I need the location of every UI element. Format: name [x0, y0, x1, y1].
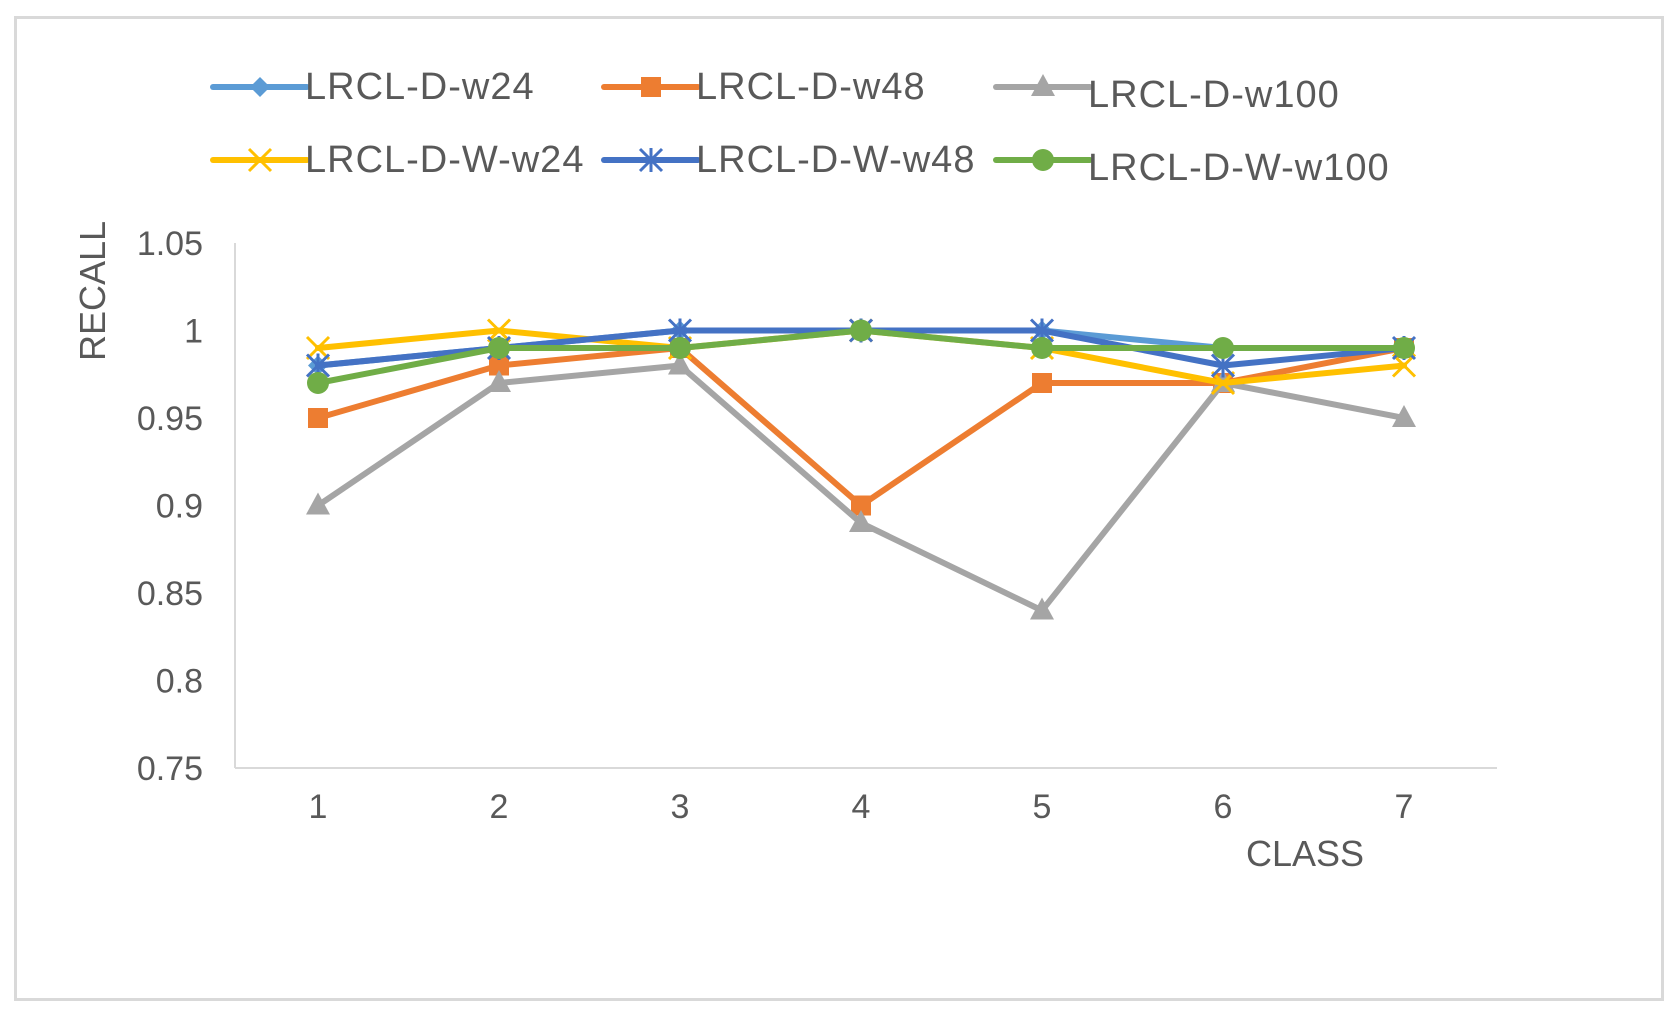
y-tick-label: 1	[184, 313, 203, 351]
data-point	[850, 319, 872, 342]
data-point	[669, 337, 691, 359]
data-point	[307, 372, 329, 394]
legend-item: LRCL-D-w24	[210, 66, 535, 108]
x-tick-label: 6	[1214, 788, 1233, 826]
data-point	[1032, 373, 1052, 393]
data-point	[1393, 337, 1415, 359]
legend-label: LRCL-D-W-w48	[696, 139, 975, 181]
series-LRCL-D-W-w100	[307, 319, 1415, 394]
x-tick-label: 1	[309, 788, 328, 826]
legend-item: LRCL-D-w48	[601, 66, 926, 108]
legend-item: LRCL-D-W-w48	[601, 139, 975, 181]
legend-item: LRCL-D-W-w24	[210, 139, 584, 181]
legend: LRCL-D-w24 LRCL-D-w48 LRCL-D-w100 LRCL-D-W-…	[210, 66, 1390, 189]
legend-swatch-marker	[1032, 149, 1054, 171]
data-point	[1030, 597, 1054, 620]
chart-frame: LRCL-D-w24 LRCL-D-w48 LRCL-D-w100 LRCL-D-W-…	[14, 16, 1664, 1001]
data-point	[851, 495, 871, 516]
y-tick-label: 0.8	[156, 663, 203, 701]
data-point	[489, 355, 509, 376]
data-point	[308, 408, 328, 428]
y-tick-label: 0.85	[137, 575, 203, 613]
legend-label: LRCL-D-W-w100	[1088, 147, 1390, 189]
legend-swatch-marker	[250, 77, 270, 97]
data-point	[1391, 353, 1417, 378]
y-axis-title: RECALL	[72, 221, 113, 361]
x-axis-title: CLASS	[1246, 833, 1364, 874]
data-point	[488, 337, 510, 359]
y-tick-label: 1.05	[137, 225, 203, 263]
data-point	[1212, 337, 1234, 359]
legend-item: LRCL-D-w100	[993, 74, 1340, 116]
legend-label: LRCL-D-w24	[305, 66, 535, 108]
legend-label: LRCL-D-W-w24	[305, 139, 584, 181]
legend-label: LRCL-D-w100	[1088, 74, 1340, 116]
legend-swatch-marker	[247, 147, 273, 173]
data-point	[1392, 405, 1416, 427]
x-tick-label: 4	[852, 788, 871, 826]
x-tick-label: 7	[1395, 788, 1414, 826]
y-tick-label: 0.75	[137, 750, 203, 788]
series-layer	[305, 318, 1417, 620]
data-point	[486, 318, 512, 343]
axes: 0.75 0.8 0.85 0.9 0.95 1 1.05 1 2 3 4 5 6 7	[137, 225, 1497, 826]
series-LRCL-D-w100	[306, 352, 1416, 620]
data-point	[668, 352, 692, 375]
data-point	[306, 492, 330, 515]
legend-item: LRCL-D-W-w100	[993, 147, 1390, 189]
x-tick-label: 5	[1033, 788, 1052, 826]
data-point	[849, 510, 873, 532]
data-point	[1210, 370, 1236, 396]
data-point	[487, 370, 511, 392]
data-point	[305, 335, 331, 361]
x-tick-label: 2	[490, 788, 509, 826]
legend-swatch-marker	[641, 77, 661, 97]
x-tick-label: 3	[671, 788, 690, 826]
data-point	[1031, 337, 1053, 359]
series-line	[315, 362, 1407, 614]
line-chart: LRCL-D-w24 LRCL-D-w48 LRCL-D-w100 LRCL-D-W-…	[72, 66, 1497, 874]
y-tick-label: 0.95	[137, 400, 203, 438]
legend-swatch-marker	[1031, 74, 1055, 96]
y-tick-label: 0.9	[156, 488, 203, 526]
series-line	[315, 345, 1407, 509]
legend-label: LRCL-D-w48	[696, 66, 926, 108]
legend-swatch-marker	[638, 147, 664, 173]
